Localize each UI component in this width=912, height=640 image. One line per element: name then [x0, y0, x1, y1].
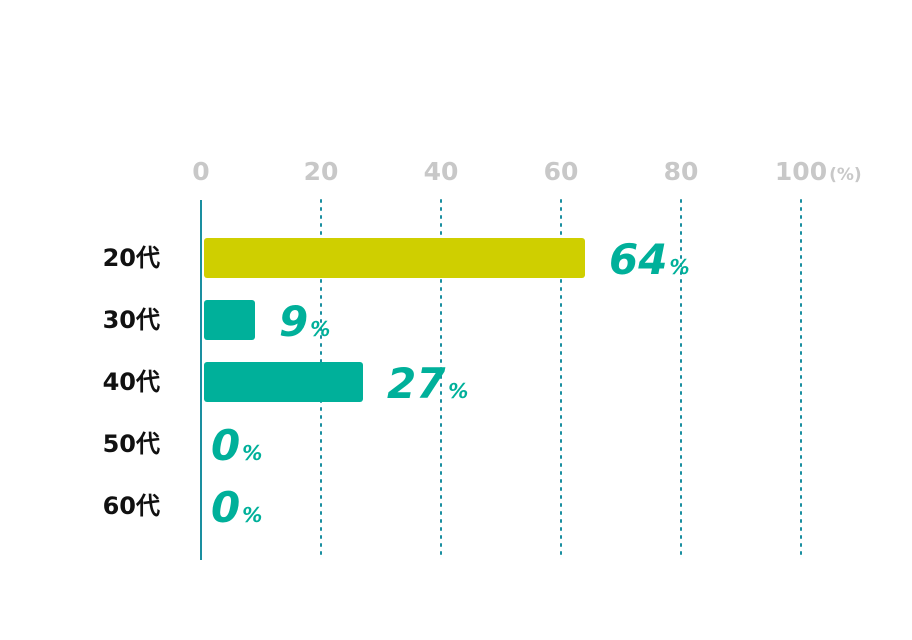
value-suffix-2: %	[448, 379, 468, 403]
x-axis-ticks: 0 20 40 60 80 100 (%)	[192, 157, 861, 186]
value-suffix-1: %	[310, 317, 330, 341]
category-label-3: 50代	[103, 430, 160, 458]
category-labels: 20代 30代 40代 50代 60代	[103, 244, 160, 520]
tick-label-20: 20	[304, 157, 339, 186]
tick-label-40: 40	[424, 157, 459, 186]
value-label-1: 9	[279, 297, 308, 346]
value-suffix-0: %	[669, 255, 689, 279]
value-label-0: 64	[609, 235, 667, 284]
category-label-1: 30代	[103, 306, 160, 334]
value-label-4: 0	[211, 483, 240, 532]
tick-label-100: 100	[775, 157, 827, 186]
value-labels: 64 %9 %27 %0 %0%	[211, 235, 690, 532]
bar-2	[204, 362, 363, 402]
tick-label-80: 80	[664, 157, 699, 186]
category-label-2: 40代	[103, 368, 160, 396]
x-axis-unit-label: (%)	[829, 165, 862, 185]
bar-1	[204, 300, 255, 340]
tick-label-0: 0	[192, 157, 209, 186]
category-label-4: 60代	[103, 492, 160, 520]
value-label-3: 0	[211, 421, 240, 470]
bar-0	[204, 238, 585, 278]
tick-label-60: 60	[544, 157, 579, 186]
value-suffix-3: %	[242, 441, 262, 465]
bars	[204, 238, 585, 402]
value-suffix-4: %	[242, 503, 262, 527]
value-label-2: 27	[387, 359, 446, 408]
category-label-0: 20代	[103, 244, 160, 272]
